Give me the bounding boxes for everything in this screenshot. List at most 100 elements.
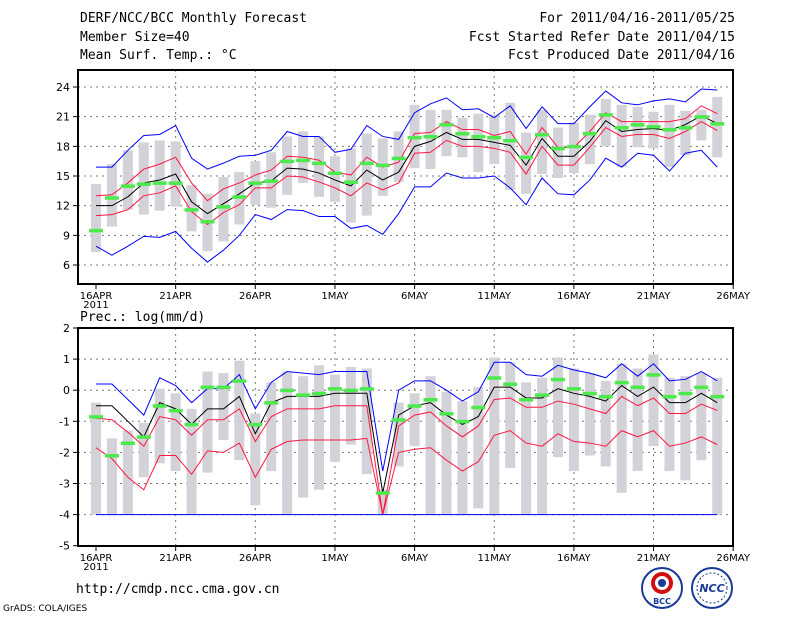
ensemble-mean-mark	[662, 128, 677, 132]
ensemble-spread-bar	[664, 104, 675, 168]
ensemble-mean-mark	[296, 158, 311, 163]
ensemble-mean-mark	[359, 161, 374, 166]
ensemble-mean-mark	[455, 419, 470, 424]
ensemble-mean-mark	[550, 146, 565, 151]
ensemble-mean-mark	[535, 132, 550, 137]
ensemble-mean-mark	[248, 422, 263, 427]
ensemble-spread-bar	[298, 376, 309, 498]
ensemble-spread-bar	[600, 98, 611, 147]
ensemble-spread-bar	[473, 387, 484, 509]
ensemble-mean-mark	[120, 441, 135, 446]
plot-frame	[77, 327, 734, 547]
ensemble-spread-bar	[314, 136, 325, 197]
ensemble-mean-mark	[184, 208, 199, 212]
bcc-logo: BCC	[641, 567, 683, 609]
x-tick-label: 1MAY	[321, 291, 349, 302]
ensemble-mean-mark	[264, 401, 279, 405]
ensemble-mean-mark	[232, 379, 247, 383]
series-lower-red-line	[95, 430, 718, 515]
x-tick-label: 26MAY	[716, 291, 750, 302]
ensemble-spread-bar	[425, 376, 436, 515]
ensemble-spread-bar	[170, 393, 181, 472]
y-tick-label: 9	[63, 229, 70, 242]
ensemble-spread-bar	[202, 371, 213, 473]
ensemble-mean-mark	[646, 125, 661, 129]
ensemble-spread-bar	[521, 382, 532, 515]
x-tick-label: 11MAY	[477, 553, 511, 564]
ensemble-mean-mark	[216, 385, 231, 390]
ensemble-spread-bar	[712, 96, 723, 158]
ensemble-spread-bar	[552, 357, 563, 458]
ensemble-mean-mark	[550, 377, 565, 382]
ensemble-mean-mark	[312, 391, 327, 396]
ensemble-spread-bar	[138, 422, 149, 478]
y-tick-label: 18	[56, 140, 70, 153]
x-tick-label: 21MAY	[637, 291, 671, 302]
ensemble-spread-bar	[600, 380, 611, 467]
ensemble-mean-mark	[375, 163, 390, 168]
ensemble-mean-mark	[423, 398, 438, 402]
series-lower-red-line	[95, 121, 718, 226]
ensemble-mean-mark	[582, 391, 597, 396]
series-upper-red-line	[95, 105, 718, 202]
forecast-period: For 2011/04/16-2011/05/25	[539, 11, 735, 26]
x-tick-label: 16MAY	[557, 291, 591, 302]
x-tick-label: 6MAY	[401, 553, 429, 564]
y-tick-label: -1	[59, 415, 70, 428]
ensemble-spread-bar	[584, 114, 595, 165]
ensemble-spread-bar	[154, 140, 165, 211]
ensemble-spread-bar	[457, 117, 468, 158]
ensemble-mean-mark	[327, 171, 342, 176]
ensemble-mean-mark	[168, 408, 183, 413]
ensemble-mean-mark	[662, 394, 677, 399]
ensemble-mean-mark	[232, 195, 247, 199]
ensemble-mean-mark	[566, 144, 581, 149]
ensemble-spread-bar	[473, 113, 484, 173]
ensemble-spread-bar	[91, 402, 101, 515]
ensemble-spread-bar	[712, 377, 723, 515]
ensemble-spread-bar	[425, 109, 436, 170]
ensemble-spread-bar	[393, 402, 404, 467]
ensemble-spread-bar	[680, 376, 691, 481]
ensemble-mean-mark	[104, 196, 119, 200]
ensemble-spread-bar	[234, 360, 245, 461]
y-tick-label: 0	[63, 384, 70, 397]
ensemble-mean-mark	[471, 405, 486, 410]
precip-panel-title: Prec.: log(mm/d)	[80, 310, 206, 325]
ensemble-spread-bar	[266, 382, 277, 472]
ensemble-mean-mark	[280, 159, 295, 164]
ensemble-spread-bar	[505, 102, 516, 190]
ensemble-mean-mark	[359, 387, 374, 391]
ensemble-spread-bar	[632, 106, 643, 148]
ensemble-mean-mark	[296, 393, 311, 397]
ensemble-spread-bar	[409, 393, 420, 447]
ensemble-spread-bar	[505, 362, 516, 468]
ensemble-spread-bar	[664, 377, 675, 472]
x-tick-label: 21MAY	[637, 553, 671, 564]
ensemble-mean-mark	[152, 404, 167, 408]
ensemble-mean-mark	[104, 454, 119, 458]
website-link[interactable]: http://cmdp.ncc.cma.gov.cn	[76, 582, 280, 597]
ensemble-mean-mark	[327, 387, 342, 391]
ensemble-mean-mark	[503, 138, 518, 143]
ensemble-mean-mark	[487, 135, 502, 140]
ensemble-mean-mark	[598, 113, 613, 117]
ensemble-spread-bar	[377, 489, 388, 515]
ensemble-mean-mark	[487, 376, 502, 380]
ensemble-mean-mark	[710, 122, 725, 126]
x-tick-label: 26MAY	[716, 553, 750, 564]
ensemble-mean-mark	[120, 184, 135, 188]
ensemble-spread-bar	[648, 111, 659, 149]
ensemble-mean-mark	[200, 385, 215, 390]
ensemble-spread-bar	[122, 150, 133, 210]
ensemble-mean-mark	[678, 126, 693, 130]
ensemble-spread-bar	[680, 110, 691, 156]
ensemble-mean-mark	[89, 415, 103, 419]
y-tick-label: -4	[59, 509, 70, 522]
y-tick-label: -5	[59, 540, 70, 553]
ensemble-mean-mark	[519, 155, 534, 160]
series-upper-blue-line	[96, 361, 718, 472]
ensemble-mean-mark	[614, 126, 629, 130]
